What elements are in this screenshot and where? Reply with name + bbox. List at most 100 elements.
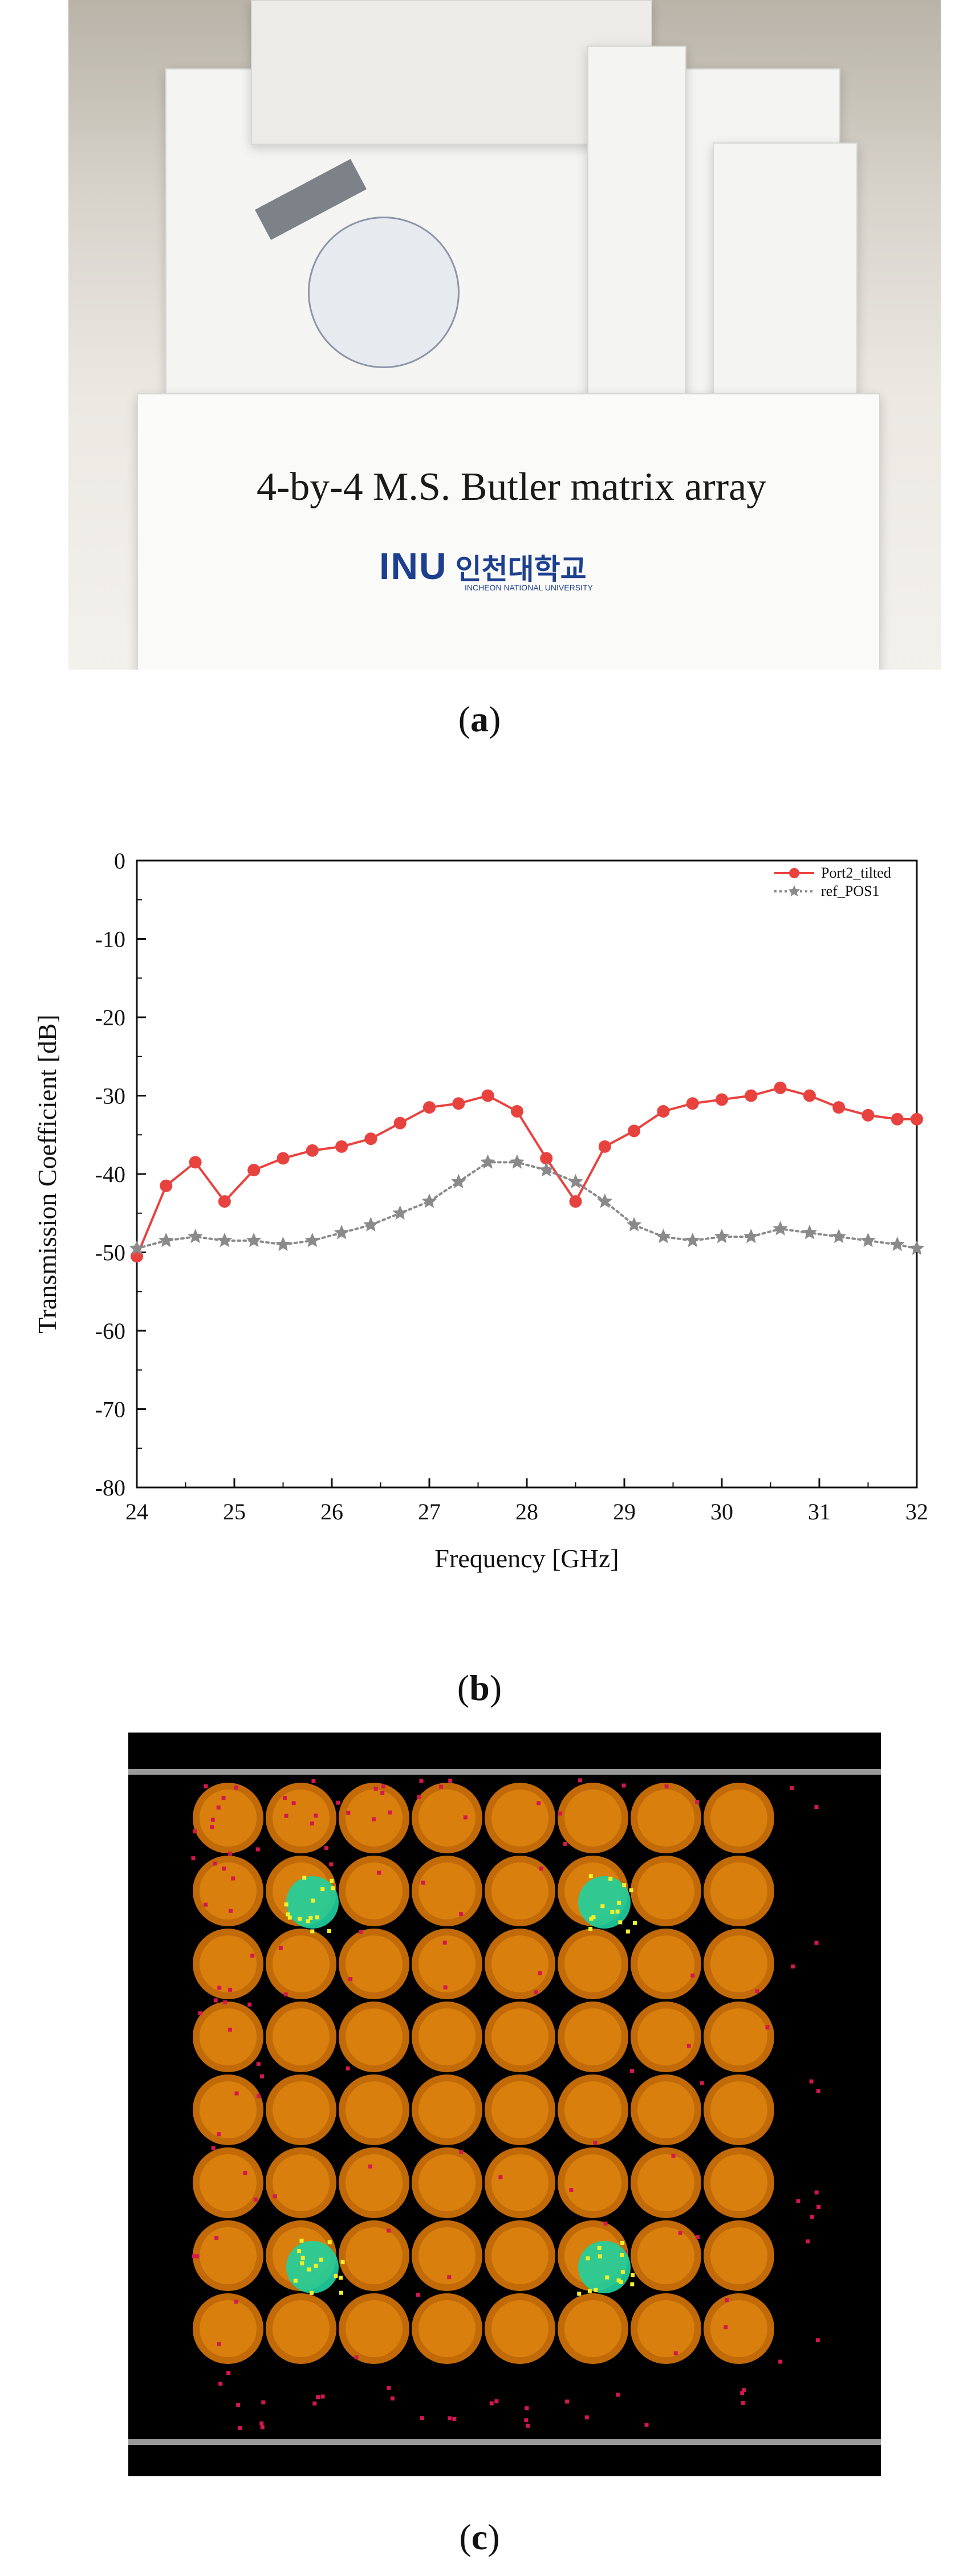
field-speckle bbox=[231, 1876, 235, 1881]
point-ref_POS1 bbox=[597, 1193, 613, 1208]
array-element bbox=[491, 1790, 548, 1847]
field-speckle bbox=[678, 2231, 682, 2235]
field-speckle bbox=[494, 2399, 499, 2404]
array-element bbox=[637, 1862, 694, 1919]
array-element bbox=[710, 2300, 767, 2357]
array-element bbox=[200, 2154, 257, 2211]
panel-label-c: (c) bbox=[459, 2517, 500, 2557]
point-Port2_tilted bbox=[628, 1124, 641, 1138]
field-speckle bbox=[193, 1829, 197, 1833]
hotspot-highlight bbox=[610, 1910, 615, 1914]
array-element bbox=[200, 2008, 257, 2065]
legend-marker bbox=[789, 868, 799, 878]
field-speckle bbox=[234, 1786, 238, 1790]
field-speckle bbox=[421, 1880, 425, 1885]
field-speckle bbox=[243, 2171, 247, 2175]
point-Port2_tilted bbox=[335, 1140, 348, 1153]
field-speckle bbox=[346, 1811, 351, 1815]
hotspot-highlight bbox=[300, 2261, 304, 2265]
array-element bbox=[418, 2300, 476, 2357]
field-speckle bbox=[259, 2421, 264, 2426]
array-element bbox=[637, 1790, 694, 1847]
hotspot-highlight bbox=[296, 2249, 301, 2253]
array-element bbox=[637, 2081, 694, 2138]
top-bar bbox=[128, 1769, 881, 1775]
point-ref_POS1 bbox=[159, 1232, 174, 1248]
hotspot-highlight bbox=[308, 1915, 313, 1920]
field-speckle bbox=[534, 1990, 538, 1995]
y-tick-label: -20 bbox=[95, 1005, 125, 1030]
array-element bbox=[710, 2008, 767, 2065]
hotspot-highlight bbox=[617, 1901, 621, 1905]
field-speckle bbox=[195, 2254, 200, 2259]
hotspot-highlight bbox=[334, 2273, 338, 2278]
point-Port2_tilted bbox=[510, 1105, 523, 1118]
field-speckle bbox=[373, 1787, 378, 1791]
field-speckle bbox=[809, 2079, 814, 2084]
point-ref_POS1 bbox=[509, 1154, 525, 1169]
field-speckle bbox=[234, 2300, 238, 2304]
point-Port2_tilted bbox=[911, 1112, 923, 1126]
array-element bbox=[273, 2154, 330, 2211]
hotspot-highlight bbox=[339, 2276, 343, 2280]
x-tick-label: 25 bbox=[223, 1499, 246, 1525]
field-speckle bbox=[696, 2235, 700, 2240]
hotspot-highlight bbox=[616, 2278, 621, 2282]
field-speckle bbox=[459, 2150, 464, 2154]
point-Port2_tilted bbox=[189, 1156, 202, 1169]
field-speckle bbox=[686, 2043, 691, 2048]
point-Port2_tilted bbox=[364, 1132, 377, 1146]
point-ref_POS1 bbox=[188, 1229, 203, 1244]
field-speckle bbox=[724, 2325, 728, 2330]
field-speckle bbox=[419, 1779, 424, 1783]
array-element bbox=[346, 2081, 403, 2138]
array-element bbox=[637, 2008, 694, 2065]
hotspot-highlight bbox=[629, 1888, 633, 1893]
field-speckle bbox=[211, 2146, 216, 2150]
point-ref_POS1 bbox=[451, 1173, 466, 1189]
hotspot-highlight bbox=[320, 1887, 325, 1892]
array-element bbox=[564, 2300, 621, 2357]
array-element bbox=[418, 1790, 476, 1847]
array-element bbox=[637, 2300, 694, 2357]
hotspot-highlight bbox=[597, 2245, 602, 2250]
x-tick-label: 29 bbox=[613, 1499, 636, 1525]
array-element bbox=[273, 2081, 330, 2138]
bottom-bar bbox=[128, 2439, 881, 2445]
point-ref_POS1 bbox=[538, 1162, 554, 1177]
array-element bbox=[200, 1790, 257, 1847]
field-speckle bbox=[539, 1866, 543, 1871]
field-speckle bbox=[695, 1800, 700, 1804]
field-speckle bbox=[314, 1813, 318, 1818]
field-speckle bbox=[387, 2228, 391, 2233]
field-speckle bbox=[311, 1779, 316, 1783]
field-speckle bbox=[616, 2392, 620, 2397]
field-speckle bbox=[261, 2400, 266, 2404]
point-Port2_tilted bbox=[569, 1195, 582, 1208]
point-Port2_tilted bbox=[393, 1116, 407, 1130]
point-ref_POS1 bbox=[568, 1173, 583, 1189]
hotspot-highlight bbox=[310, 1929, 315, 1934]
point-Port2_tilted bbox=[452, 1097, 465, 1110]
point-ref_POS1 bbox=[217, 1232, 233, 1248]
field-speckle bbox=[417, 1795, 421, 1799]
x-axis-label: Frequency [GHz] bbox=[434, 1544, 619, 1573]
field-speckle bbox=[191, 1856, 196, 1861]
hotspot-highlight bbox=[306, 1919, 310, 1923]
panel-label-a: (a) bbox=[458, 699, 501, 739]
field-map-svg bbox=[128, 1733, 881, 2476]
array-element bbox=[637, 2227, 694, 2284]
y-tick-label: -70 bbox=[95, 1397, 125, 1422]
field-speckle bbox=[489, 2401, 494, 2406]
field-speckle bbox=[538, 1971, 542, 1975]
point-Port2_tilted bbox=[716, 1093, 728, 1106]
field-speckle bbox=[260, 2074, 265, 2078]
field-speckle bbox=[525, 2406, 529, 2411]
field-speckle bbox=[810, 2215, 814, 2219]
field-speckle bbox=[227, 2027, 232, 2032]
field-speckle bbox=[316, 2395, 320, 2399]
field-speckle bbox=[390, 2396, 395, 2400]
field-speckle bbox=[204, 1784, 208, 1788]
array-element bbox=[418, 2227, 476, 2284]
field-speckle bbox=[420, 2416, 424, 2420]
